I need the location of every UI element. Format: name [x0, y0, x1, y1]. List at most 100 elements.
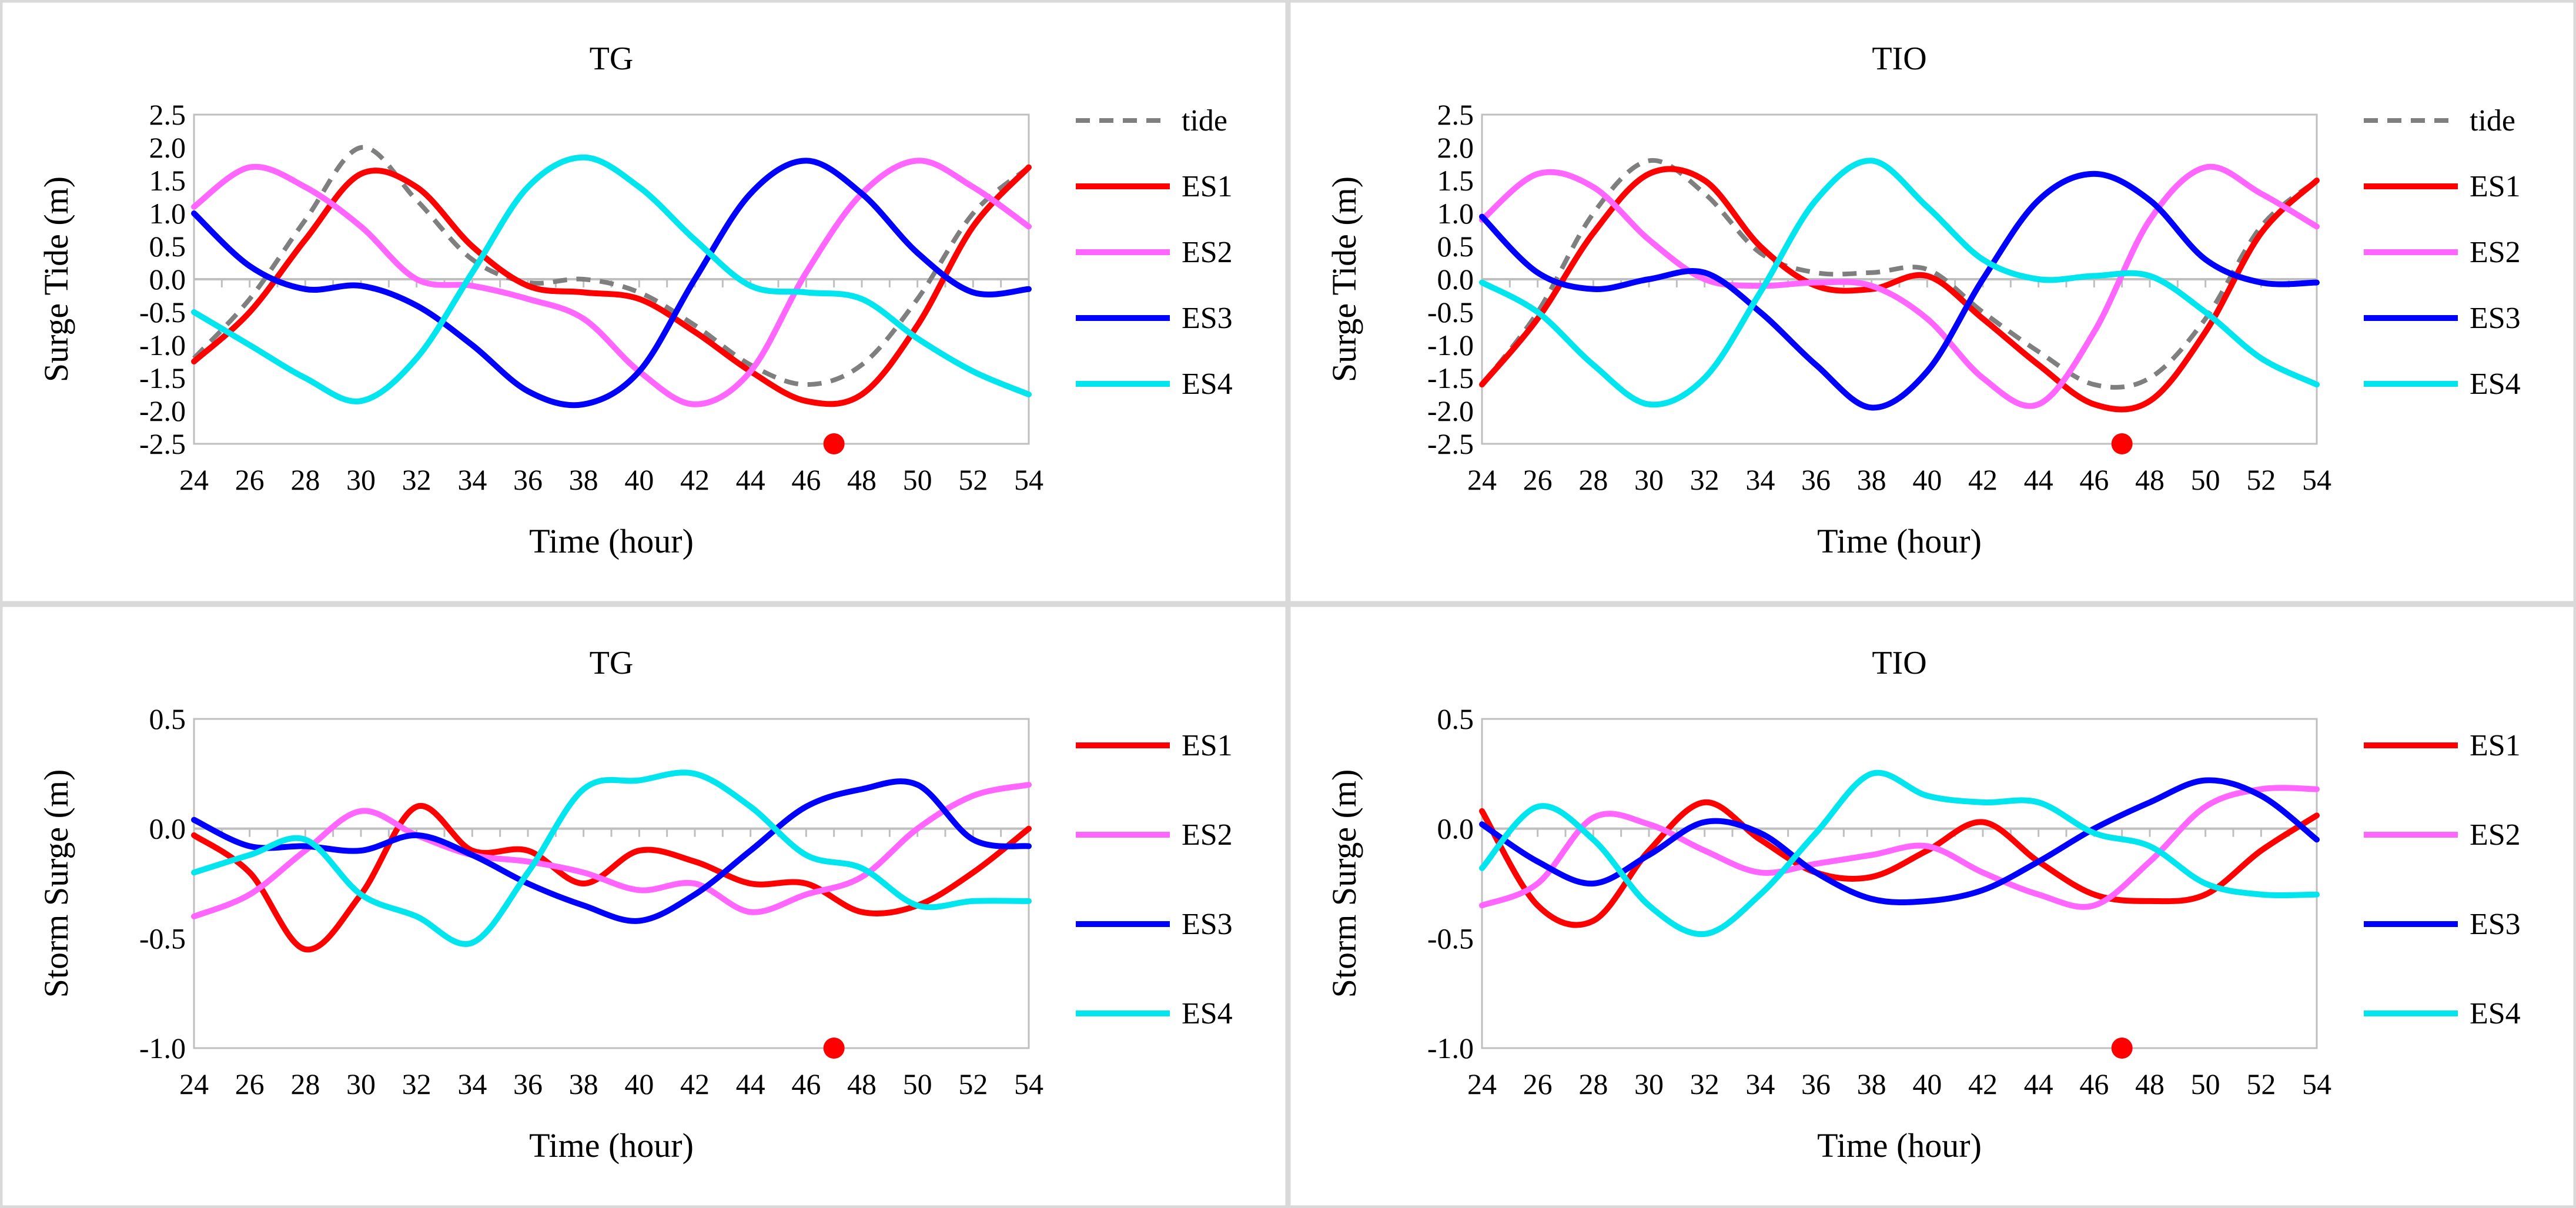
- y-tick-label: 0.0: [1437, 812, 1474, 845]
- chart-panel-4: TIO 24 26 28 30 32 34 36 38 40 42 44 46 48 50 52 54 0.5 0.…: [1287, 604, 2576, 1208]
- y-tick-label: -0.5: [139, 296, 186, 329]
- x-tick-label: 44: [2024, 1068, 2053, 1100]
- x-tick-label: 34: [457, 1068, 487, 1100]
- x-tick-label: 54: [2302, 1068, 2331, 1100]
- x-tick-label: 50: [2191, 463, 2220, 496]
- series-line-es1: [1479, 166, 2320, 413]
- x-tick-label: 28: [1578, 463, 1608, 496]
- y-tick-label: -1.0: [1427, 1032, 1474, 1065]
- x-tick-label: 30: [346, 1068, 376, 1100]
- legend-label: ES4: [1182, 367, 1233, 401]
- plot-area: [193, 718, 1030, 1049]
- legend-label: ES1: [2470, 170, 2521, 203]
- legend-label: ES2: [2470, 236, 2521, 269]
- x-tick-label: 38: [569, 1068, 598, 1100]
- series-line-tide: [192, 145, 1031, 387]
- chart-panel-2: TIO 24 26 28 30 32 34 36 38 40 42 44 46 48 50 52 54 2.52.…: [1287, 0, 2576, 604]
- x-tick-label: 46: [791, 463, 821, 496]
- series-line-es3: [191, 158, 1032, 409]
- y-tick-label: -0.5: [1427, 296, 1474, 329]
- y-tick-label: -2.0: [1427, 394, 1474, 427]
- y-tick-label: 0.5: [1437, 230, 1474, 263]
- x-tick-label: 48: [2135, 463, 2164, 496]
- series-line-es2: [191, 782, 1032, 919]
- y-tick-label: 0.0: [149, 812, 186, 845]
- x-tick-label: 52: [2246, 1068, 2276, 1100]
- x-tick-label: 44: [2024, 463, 2053, 496]
- series-line-es3: [191, 778, 1032, 924]
- x-tick-label: 54: [1014, 1068, 1043, 1100]
- x-tick-label: 40: [624, 1068, 654, 1100]
- x-tick-label: 28: [1578, 1068, 1608, 1100]
- x-tick-label: 50: [2191, 1068, 2220, 1100]
- plot-area: [1481, 718, 2318, 1049]
- panel-frame: [1287, 604, 2576, 1208]
- legend-label: ES4: [1182, 997, 1233, 1030]
- legend-label: ES3: [1182, 908, 1233, 941]
- series-line-es4: [191, 154, 1032, 404]
- legend-label: ES3: [2470, 908, 2521, 941]
- y-tick-label: -1.0: [139, 329, 186, 362]
- legend-label: ES1: [2470, 729, 2521, 762]
- panel-frame: [1287, 0, 2576, 604]
- x-tick-label: 30: [346, 463, 376, 496]
- x-tick-label: 26: [1523, 1068, 1553, 1100]
- x-tick-label: 46: [2079, 463, 2109, 496]
- event-marker: [2111, 433, 2133, 454]
- event-marker: [823, 433, 845, 454]
- y-tick-label: 2.0: [149, 131, 186, 164]
- y-tick-label: -1.5: [1427, 362, 1474, 394]
- x-tick-label: 48: [847, 1068, 876, 1100]
- x-tick-label: 32: [402, 1068, 431, 1100]
- series-line-es2: [1479, 785, 2320, 910]
- x-tick-label: 30: [1634, 463, 1664, 496]
- series-line-es3: [1479, 170, 2320, 411]
- x-tick-label: 38: [569, 463, 598, 496]
- legend-label: ES2: [2470, 818, 2521, 852]
- x-axis-title: Time (hour): [529, 1126, 694, 1165]
- x-axis-title: Time (hour): [1817, 1126, 1982, 1165]
- x-tick-label: 52: [2246, 463, 2276, 496]
- x-tick-label: 24: [1467, 463, 1497, 496]
- legend-label: ES4: [2470, 367, 2521, 401]
- series-line-es2: [191, 158, 1032, 407]
- y-tick-label: -1.0: [139, 1032, 186, 1065]
- legend-label: ES2: [1182, 236, 1233, 269]
- x-tick-label: 40: [1912, 1068, 1942, 1100]
- y-axis-title: Storm Surge (m): [1325, 769, 1363, 998]
- y-tick-label: 0.5: [1437, 702, 1474, 735]
- x-tick-label: 42: [1968, 1068, 1998, 1100]
- x-tick-label: 34: [1745, 1068, 1775, 1100]
- y-tick-label: -1.5: [139, 362, 186, 394]
- x-tick-label: 54: [2302, 463, 2331, 496]
- x-tick-label: 46: [2079, 1068, 2109, 1100]
- series-line-es4: [191, 769, 1032, 947]
- y-axis-title: Surge Tide (m): [1325, 176, 1363, 382]
- x-tick-label: 42: [680, 463, 710, 496]
- x-tick-label: 50: [903, 463, 932, 496]
- y-axis-title: Surge Tide (m): [37, 176, 75, 382]
- series-line-es1: [191, 802, 1032, 953]
- x-tick-label: 54: [1014, 463, 1043, 496]
- x-tick-label: 26: [1523, 463, 1553, 496]
- legend-label: ES4: [2470, 997, 2521, 1030]
- y-axis-title: Storm Surge (m): [37, 769, 75, 998]
- legend-label: ES3: [1182, 302, 1233, 335]
- chart-panel-3: TG 24 26 28 30 32 34 36 38 40 42 44 46 48 50 52 54 0.5 0.0…: [0, 604, 1289, 1208]
- y-tick-label: 1.5: [1437, 164, 1474, 197]
- x-axis-title: Time (hour): [529, 522, 694, 560]
- x-tick-label: 50: [903, 1068, 932, 1100]
- legend-label: ES3: [2470, 302, 2521, 335]
- chart-title: TIO: [1872, 41, 1926, 77]
- x-tick-label: 48: [2135, 1068, 2164, 1100]
- x-tick-label: 36: [1801, 463, 1831, 496]
- y-tick-label: 0.0: [149, 263, 186, 296]
- y-tick-label: 1.0: [149, 197, 186, 230]
- x-tick-label: 44: [736, 1068, 765, 1100]
- y-tick-label: 1.0: [1437, 197, 1474, 230]
- series-line-es1: [1479, 799, 2320, 928]
- y-tick-label: -2.0: [139, 394, 186, 427]
- y-tick-label: 0.5: [149, 702, 186, 735]
- y-tick-label: 2.5: [1437, 98, 1474, 131]
